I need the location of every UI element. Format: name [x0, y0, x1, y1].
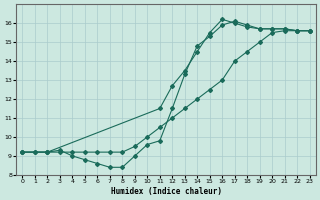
X-axis label: Humidex (Indice chaleur): Humidex (Indice chaleur): [110, 187, 221, 196]
